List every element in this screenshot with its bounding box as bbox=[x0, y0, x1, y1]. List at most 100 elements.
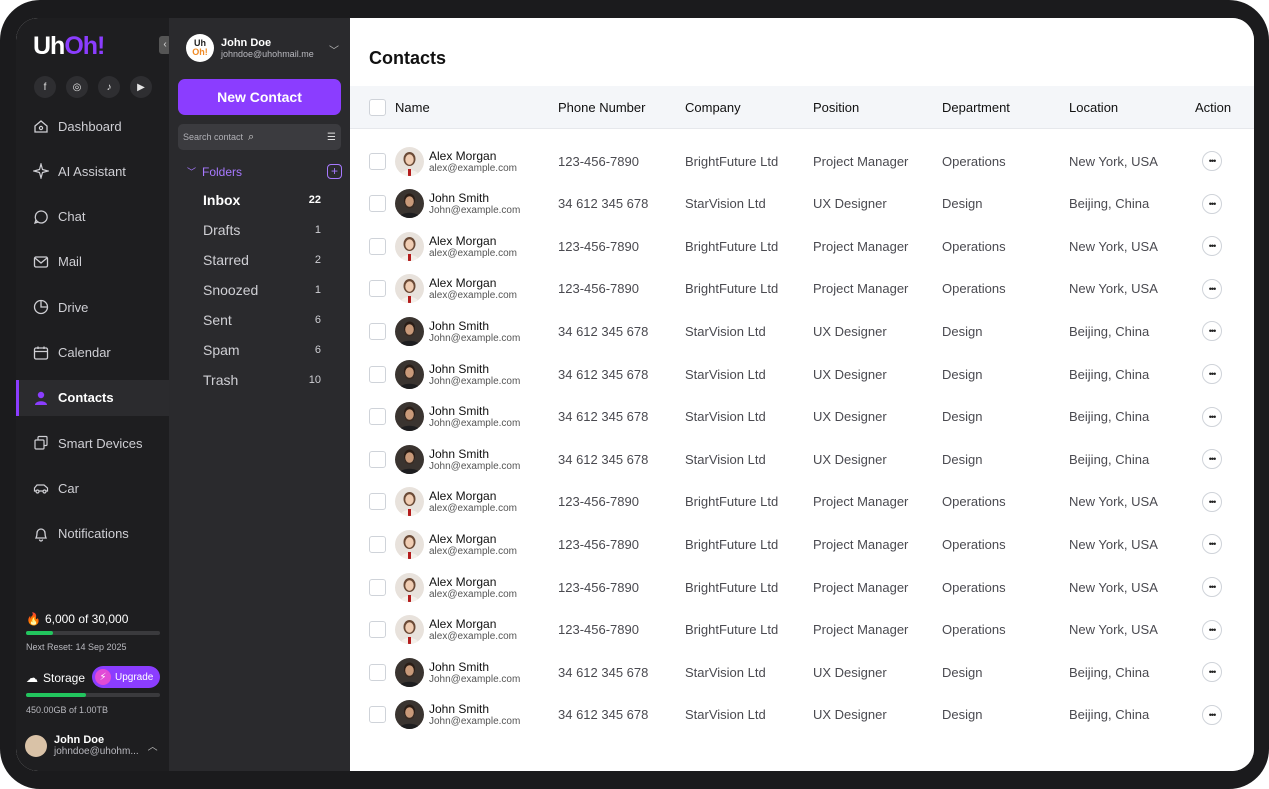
nav-item-smart-devices[interactable]: Smart Devices bbox=[16, 425, 169, 461]
folder-item-snoozed[interactable]: Snoozed 1 bbox=[203, 282, 321, 298]
row-checkbox[interactable] bbox=[369, 152, 386, 170]
nav-item-contacts[interactable]: Contacts bbox=[16, 379, 169, 416]
column-header-phone[interactable]: Phone Number bbox=[558, 100, 646, 115]
nav-item-notifications[interactable]: Notifications bbox=[16, 516, 169, 552]
more-actions-button[interactable]: ••• bbox=[1202, 619, 1222, 640]
column-header-company[interactable]: Company bbox=[685, 100, 741, 115]
contact-name-cell[interactable]: John Smith John@example.com bbox=[395, 183, 520, 225]
folder-item-starred[interactable]: Starred 2 bbox=[203, 252, 321, 268]
row-checkbox[interactable] bbox=[369, 195, 386, 213]
table-row[interactable]: John Smith John@example.com 34 612 345 678… bbox=[350, 651, 1254, 693]
facebook-icon[interactable]: f bbox=[34, 76, 56, 98]
more-actions-button[interactable]: ••• bbox=[1202, 577, 1222, 597]
more-actions-button[interactable]: ••• bbox=[1202, 491, 1222, 512]
table-row[interactable]: John Smith John@example.com 34 612 345 678… bbox=[350, 396, 1254, 438]
upgrade-button[interactable]: ⚡ Upgrade bbox=[92, 666, 160, 688]
nav-item-drive[interactable]: Drive bbox=[16, 289, 169, 325]
more-actions-button[interactable]: ••• bbox=[1202, 193, 1222, 214]
table-row[interactable]: John Smith John@example.com 34 612 345 678… bbox=[350, 183, 1254, 225]
more-actions-button[interactable]: ••• bbox=[1202, 278, 1222, 299]
folder-item-sent[interactable]: Sent 6 bbox=[203, 312, 321, 328]
table-row[interactable]: Alex Morgan alex@example.com 123-456-7890 B… bbox=[350, 140, 1254, 182]
folder-item-spam[interactable]: Spam 6 bbox=[203, 342, 321, 358]
youtube-icon[interactable]: ▶ bbox=[130, 76, 152, 98]
new-contact-button[interactable]: New Contact bbox=[178, 79, 341, 115]
column-header-department[interactable]: Department bbox=[942, 100, 1010, 115]
row-checkbox[interactable] bbox=[369, 365, 386, 383]
contact-name-cell[interactable]: Alex Morgan alex@example.com bbox=[395, 140, 517, 182]
more-actions-button[interactable]: ••• bbox=[1202, 662, 1222, 683]
nav-item-calendar[interactable]: Calendar bbox=[16, 335, 169, 371]
nav-item-chat[interactable]: Chat bbox=[16, 199, 169, 235]
row-checkbox[interactable] bbox=[369, 493, 386, 511]
more-actions-button[interactable]: ••• bbox=[1202, 704, 1222, 725]
contact-name-cell[interactable]: Alex Morgan alex@example.com bbox=[395, 225, 517, 267]
row-checkbox[interactable] bbox=[369, 621, 386, 639]
contact-position: UX Designer bbox=[813, 409, 887, 425]
filter-icon[interactable]: ☰ bbox=[327, 131, 336, 143]
table-row[interactable]: Alex Morgan alex@example.com 123-456-7890 B… bbox=[350, 225, 1254, 267]
instagram-icon[interactable]: ◎ bbox=[66, 76, 88, 98]
avatar bbox=[395, 231, 424, 261]
contact-name-cell[interactable]: Alex Morgan alex@example.com bbox=[395, 609, 517, 651]
nav-item-dashboard[interactable]: Dashboard bbox=[16, 108, 169, 144]
contact-name-cell[interactable]: John Smith John@example.com bbox=[395, 694, 520, 736]
row-checkbox[interactable] bbox=[369, 450, 386, 468]
table-row[interactable]: Alex Morgan alex@example.com 123-456-7890 B… bbox=[350, 268, 1254, 310]
row-checkbox[interactable] bbox=[369, 578, 386, 596]
app-logo[interactable]: UhOh! bbox=[33, 32, 105, 61]
contact-name-cell[interactable]: Alex Morgan alex@example.com bbox=[395, 566, 517, 608]
avatar bbox=[395, 700, 424, 730]
checkbox[interactable] bbox=[369, 99, 386, 116]
row-checkbox[interactable] bbox=[369, 322, 386, 340]
row-checkbox[interactable] bbox=[369, 237, 386, 255]
contact-name-cell[interactable]: John Smith John@example.com bbox=[395, 438, 520, 480]
table-row[interactable]: John Smith John@example.com 34 612 345 678… bbox=[350, 694, 1254, 736]
more-actions-button[interactable]: ••• bbox=[1202, 321, 1222, 342]
table-row[interactable]: John Smith John@example.com 34 612 345 678… bbox=[350, 310, 1254, 352]
folders-header[interactable]: ﹀ Folders + bbox=[187, 164, 342, 179]
contact-name-cell[interactable]: John Smith John@example.com bbox=[395, 310, 520, 352]
folder-item-inbox[interactable]: Inbox 22 bbox=[203, 192, 321, 208]
table-row[interactable]: Alex Morgan alex@example.com 123-456-7890 B… bbox=[350, 609, 1254, 651]
chevron-down-icon[interactable]: ﹀ bbox=[329, 46, 339, 57]
column-header-location[interactable]: Location bbox=[1069, 100, 1119, 115]
contact-name-cell[interactable]: Alex Morgan alex@example.com bbox=[395, 481, 517, 523]
more-actions-button[interactable]: ••• bbox=[1202, 534, 1222, 555]
row-checkbox[interactable] bbox=[369, 706, 386, 724]
row-checkbox[interactable] bbox=[369, 408, 386, 426]
table-row[interactable]: John Smith John@example.com 34 612 345 678… bbox=[350, 438, 1254, 480]
row-checkbox[interactable] bbox=[369, 663, 386, 681]
more-actions-button[interactable]: ••• bbox=[1202, 364, 1222, 384]
contact-name-cell[interactable]: Alex Morgan alex@example.com bbox=[395, 268, 517, 310]
contact-name-cell[interactable]: John Smith John@example.com bbox=[395, 651, 520, 693]
user-menu[interactable]: John Doe johndoe@uhohm... ︿ bbox=[25, 734, 158, 757]
row-checkbox[interactable] bbox=[369, 280, 386, 298]
table-row[interactable]: John Smith John@example.com 34 612 345 678… bbox=[350, 353, 1254, 395]
more-actions-button[interactable]: ••• bbox=[1202, 406, 1222, 427]
contact-name-cell[interactable]: John Smith John@example.com bbox=[395, 396, 520, 438]
contact-name-cell[interactable]: Alex Morgan alex@example.com bbox=[395, 523, 517, 565]
table-row[interactable]: Alex Morgan alex@example.com 123-456-7890 B… bbox=[350, 481, 1254, 523]
column-header-position[interactable]: Position bbox=[813, 100, 860, 115]
nav-item-mail[interactable]: Mail bbox=[16, 244, 169, 280]
search-contact-input[interactable]: Search contact ⌕ ☰ bbox=[178, 124, 341, 150]
contact-name-cell[interactable]: John Smith John@example.com bbox=[395, 353, 520, 395]
more-actions-button[interactable]: ••• bbox=[1202, 236, 1222, 257]
folder-item-drafts[interactable]: Drafts 1 bbox=[203, 222, 321, 238]
table-row[interactable]: Alex Morgan alex@example.com 123-456-7890 B… bbox=[350, 523, 1254, 565]
row-checkbox[interactable] bbox=[369, 535, 386, 553]
nav-item-ai-assistant[interactable]: AI Assistant bbox=[16, 153, 169, 189]
collapse-sidebar-button[interactable]: ‹ bbox=[159, 36, 171, 54]
account-switcher[interactable]: Uh Oh! John Doe johndoe@uhohmail.me bbox=[186, 34, 314, 62]
add-folder-button[interactable]: + bbox=[327, 164, 342, 179]
nav-item-car[interactable]: Car bbox=[16, 470, 169, 506]
more-actions-button[interactable]: ••• bbox=[1202, 151, 1222, 171]
column-header-name[interactable]: Name bbox=[395, 100, 430, 115]
select-all-checkbox[interactable] bbox=[369, 86, 386, 129]
table-row[interactable]: Alex Morgan alex@example.com 123-456-7890 B… bbox=[350, 566, 1254, 608]
tiktok-icon[interactable]: ♪ bbox=[98, 76, 120, 98]
more-actions-button[interactable]: ••• bbox=[1202, 449, 1222, 470]
more-icon: ••• bbox=[1208, 369, 1217, 379]
folder-item-trash[interactable]: Trash 10 bbox=[203, 372, 321, 388]
